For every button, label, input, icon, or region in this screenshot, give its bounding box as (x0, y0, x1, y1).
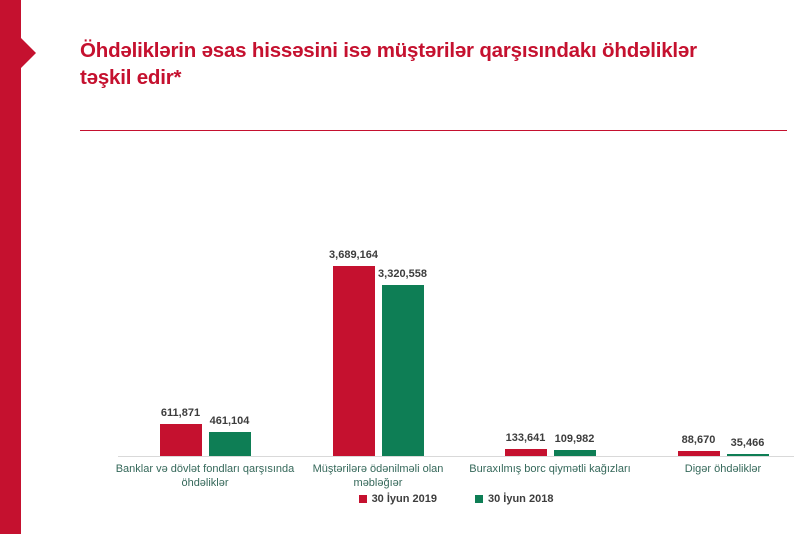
slide-title: Öhdəliklərin əsas hissəsini isə müştəril… (80, 39, 697, 89)
bar-series-1 (381, 285, 424, 456)
legend-label: 30 İyun 2019 (371, 493, 437, 505)
value-label: 611,871 (160, 407, 201, 419)
bar-series-0 (332, 266, 375, 456)
bar-series-0 (677, 451, 720, 456)
sidebar-accent-bar (0, 0, 21, 534)
value-label: 133,641 (505, 432, 546, 444)
value-label: 3,689,164 (329, 249, 378, 261)
legend-item-0: 30 İyun 2019 (358, 493, 437, 505)
value-label: 109,982 (554, 433, 595, 445)
legend-label: 30 İyun 2018 (488, 493, 554, 505)
chart-legend: 30 İyun 2019 30 İyun 2018 (118, 493, 794, 505)
legend-swatch-icon (358, 495, 367, 503)
x-axis-line (118, 456, 794, 457)
category-label: Buraxılmış borc qiymətli kağızları (469, 463, 631, 475)
chevron-right-icon (21, 38, 36, 68)
category-label: Digər öhdəliklər (684, 463, 762, 475)
category-label: Banklar və dövlət fondları qarşısında öh… (115, 463, 295, 490)
value-label: 3,320,558 (378, 268, 427, 280)
bar-series-0 (159, 424, 202, 456)
value-label: 88,670 (681, 434, 716, 446)
legend-item-1: 30 İyun 2018 (475, 493, 553, 505)
title-divider (80, 130, 787, 131)
category-label: Müştərilərə ödənilməli olan məbləğıər (312, 463, 444, 490)
bar-series-1 (726, 454, 769, 456)
bar-series-1 (553, 450, 596, 456)
value-label: 35,466 (730, 437, 765, 449)
value-label: 461,104 (209, 415, 250, 427)
bar-series-1 (208, 432, 251, 456)
legend-swatch-icon (475, 495, 483, 503)
bar-series-0 (504, 449, 547, 456)
